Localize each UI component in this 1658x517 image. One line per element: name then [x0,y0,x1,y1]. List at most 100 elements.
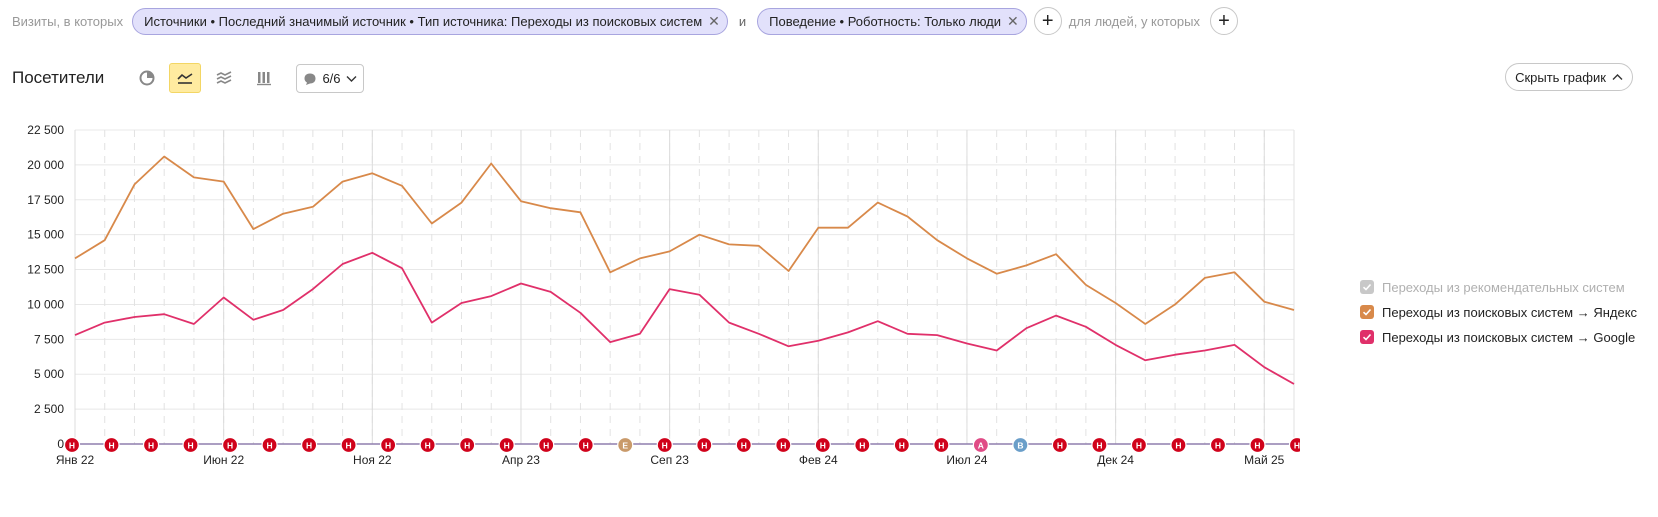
segment-filters: Визиты, в которых Источники • Последний … [12,7,1238,35]
svg-text:Н: Н [543,441,549,451]
annotation-marker[interactable]: Е [617,436,634,454]
filter-and: и [738,13,747,29]
annotation-marker[interactable]: Н [577,436,594,454]
chart-legend: Переходы из рекомендательных систем Пере… [1360,279,1637,354]
annotation-marker[interactable]: Н [221,436,239,454]
y-tick-label: 12 500 [27,263,64,277]
annotation-marker[interactable]: Н [63,436,81,454]
svg-text:Н: Н [1057,441,1063,451]
svg-text:Н: Н [187,441,193,451]
line-chart-icon [177,73,193,84]
google-series-line [74,251,1295,385]
add-user-filter-button[interactable]: + [1209,7,1238,35]
annotation-marker[interactable]: Н [775,436,792,454]
svg-text:Н: Н [701,441,707,451]
annotation-marker[interactable]: Н [498,436,515,454]
annotation-marker[interactable]: Н [854,436,871,454]
hide-chart-label: Скрыть график [1515,69,1606,85]
annotation-marker[interactable]: Н [933,436,950,454]
annotation-marker[interactable]: Н [419,436,436,454]
y-tick-label: 5 000 [34,367,64,381]
hide-chart-button[interactable]: Скрыть график [1505,63,1633,91]
comment-icon [304,73,316,85]
x-tick-label: Сеп 23 [650,453,689,467]
svg-text:Н: Н [385,441,391,451]
legend-item-yandex[interactable]: Переходы из поисковых систем → Яндекс [1360,304,1637,320]
filter-chip-source[interactable]: Источники • Последний значимый источник … [132,7,728,35]
annotation-marker[interactable]: Н [696,436,713,454]
annotation-marker[interactable]: Н [735,436,752,454]
annotation-marker[interactable]: Н [300,436,318,454]
y-tick-label: 10 000 [27,297,64,311]
annotation-marker[interactable]: Н [142,436,160,454]
annotation-marker[interactable]: Н [814,436,831,454]
annotation-marker[interactable]: Н [1249,436,1266,454]
area-chart-button[interactable] [208,63,240,93]
y-tick-label: 7 500 [34,332,64,346]
filter-chip-robots-label: Поведение • Роботность: Только люди [769,13,1002,29]
yandex-series-line [74,155,1295,325]
annotation-marker[interactable]: Н [1091,436,1108,454]
annotation-marker[interactable]: Н [1288,436,1301,454]
annotations-count: 6/6 [322,71,341,86]
annotation-marker[interactable]: Н [1130,436,1148,454]
legend-item-google[interactable]: Переходы из поисковых систем → Google [1360,329,1637,345]
svg-text:Н: Н [108,441,114,451]
chevron-down-icon [346,75,357,82]
pie-chart-button[interactable] [131,63,163,93]
filter-suffix: для людей, у которых [1068,13,1200,29]
checkbox-icon [1360,280,1374,294]
annotation-marker[interactable]: Н [340,436,357,454]
annotation-marker[interactable]: В [1012,436,1029,454]
annotation-marker[interactable]: Н [893,436,910,454]
legend-item-recommend[interactable]: Переходы из рекомендательных систем [1360,279,1637,295]
svg-text:Н: Н [820,441,826,451]
close-icon[interactable]: ✕ [708,12,720,29]
y-tick-label: 15 000 [27,228,64,242]
annotations-dropdown[interactable]: 6/6 [296,64,364,93]
svg-text:Н: Н [1294,441,1300,451]
x-tick-label: Апр 23 [502,453,540,467]
x-tick-label: Июн 22 [203,453,244,467]
x-tick-label: Дек 24 [1097,453,1134,467]
annotation-marker[interactable]: Н [459,436,476,454]
area-chart-icon [216,71,232,84]
x-tick-label: Июл 24 [946,453,987,467]
annotation-marker[interactable]: Н [380,436,397,454]
chevron-up-icon [1612,74,1623,80]
add-filter-button[interactable]: + [1033,7,1062,35]
svg-text:Н: Н [227,441,233,451]
svg-text:Н: Н [69,441,75,451]
filter-chip-robots[interactable]: Поведение • Роботность: Только люди ✕ [757,7,1027,35]
annotation-marker[interactable]: Н [656,436,673,454]
bar-chart-button[interactable] [248,63,280,93]
svg-text:Н: Н [859,441,865,451]
svg-text:Н: Н [1136,441,1142,451]
close-icon[interactable]: ✕ [1007,12,1019,29]
svg-text:Н: Н [780,441,786,451]
svg-text:Н: Н [583,441,589,451]
annotation-marker[interactable]: Н [182,436,199,454]
x-tick-label: Май 25 [1244,453,1285,467]
svg-text:В: В [1017,441,1023,451]
checkbox-icon [1360,305,1374,319]
svg-text:Н: Н [306,441,312,451]
page-title: Посетители [12,68,105,87]
legend-label-recommend: Переходы из рекомендательных систем [1382,279,1625,295]
annotation-marker[interactable]: Н [1051,436,1069,454]
annotation-marker[interactable]: Н [103,436,120,454]
annotation-marker[interactable]: Н [261,436,278,454]
visitors-chart: 0 2 500 5 000 7 500 10 000 12 500 15 000 17 500… [27,123,1301,467]
x-tick-label: Ноя 22 [353,453,392,467]
annotation-marker[interactable]: Н [1209,436,1227,454]
svg-text:А: А [978,441,984,451]
y-tick-label: 2 500 [34,402,64,416]
y-tick-label: 20 000 [27,158,64,172]
svg-text:Н: Н [741,441,747,451]
bar-chart-icon [257,72,271,86]
annotation-marker[interactable]: Н [538,436,555,454]
annotation-marker[interactable]: Н [1170,436,1187,454]
line-chart-button[interactable] [169,63,201,93]
svg-text:Н: Н [504,441,510,451]
annotation-marker[interactable]: А [972,436,989,454]
